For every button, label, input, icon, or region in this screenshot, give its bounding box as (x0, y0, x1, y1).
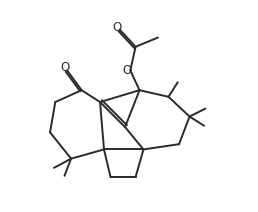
Text: O: O (112, 21, 122, 33)
Text: O: O (123, 64, 132, 77)
Text: O: O (60, 61, 70, 74)
